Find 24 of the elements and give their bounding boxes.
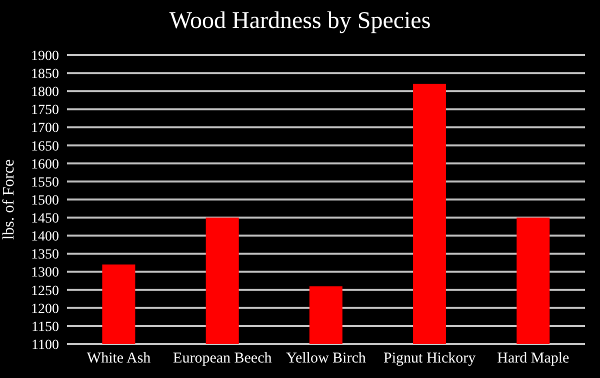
- y-tick-label: 1400: [31, 230, 59, 245]
- y-axis-title: lbs. of Force: [0, 159, 18, 240]
- x-tick-label: Pignut Hickory: [384, 350, 476, 367]
- y-tick-label: 1850: [31, 67, 59, 82]
- x-tick-label: White Ash: [86, 350, 152, 367]
- y-tick-label: 1550: [31, 175, 59, 190]
- y-tick-label: 1800: [31, 85, 59, 100]
- y-tick-label: 1500: [31, 193, 59, 208]
- chart-title: Wood Hardness by Species: [168, 8, 432, 35]
- x-tick-label: Hard Maple: [497, 350, 570, 367]
- y-tick-label: 1750: [31, 103, 59, 118]
- y-tick-label: 1700: [31, 121, 59, 136]
- y-tick-label: 1600: [31, 157, 59, 172]
- y-tick-label: 1300: [31, 266, 59, 281]
- y-tick-label: 1200: [31, 302, 59, 317]
- x-tick-label: European Beech: [173, 350, 272, 367]
- y-tick-label: 1150: [32, 320, 59, 335]
- y-tick-label: 1900: [31, 48, 59, 64]
- y-tick-label: 1250: [31, 284, 59, 299]
- y-tick-label: 1350: [31, 248, 59, 263]
- y-tick-label: 1650: [31, 139, 59, 154]
- x-tick-label: Yellow Birch: [286, 350, 366, 367]
- y-tick-label: 1100: [32, 338, 59, 353]
- y-tick-label: 1450: [31, 212, 59, 227]
